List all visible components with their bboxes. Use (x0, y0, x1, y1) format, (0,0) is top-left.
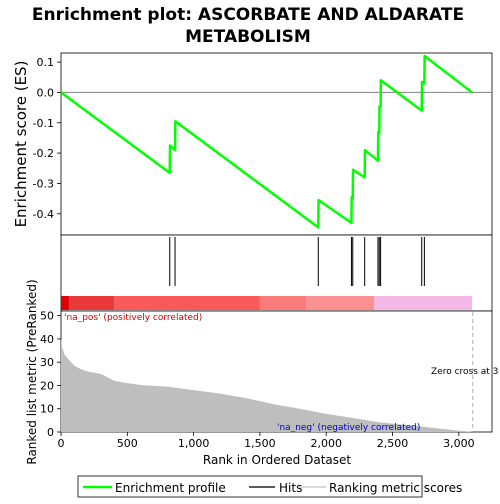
colorbar-segment (68, 296, 115, 310)
legend: Enrichment profile Hits Ranking metric s… (77, 475, 462, 498)
es-y-tick-label: -0.2 (33, 147, 54, 160)
legend-hits-label: Hits (279, 481, 302, 495)
pos-correlated-label: 'na_pos' (positively correlated) (64, 313, 202, 323)
rank-x-tick-label: 500 (117, 437, 138, 450)
es-y-tick-label: -0.1 (33, 117, 54, 130)
es-y-tick-label: -0.3 (33, 177, 54, 190)
legend-metric-label: Ranking metric scores (329, 481, 462, 495)
rank-x-tick-label: 2,500 (377, 437, 409, 450)
rank-x-tick-label: 1,500 (244, 437, 276, 450)
colorbar-segment (61, 296, 69, 310)
es-y-tick-label: 0.0 (37, 86, 55, 99)
metric-y-ticks: 0 10 20 30 40 50 (40, 310, 61, 439)
rank-x-tick-label: 1,000 (178, 437, 210, 450)
es-y-axis-label: Enrichment score (ES) (12, 61, 30, 228)
es-y-ticks: -0.4 -0.3 -0.2 -0.1 0.0 0.1 (33, 56, 61, 221)
metric-y-tick-label: 20 (40, 379, 54, 392)
neg-correlated-label: 'na_neg' (negatively correlated) (277, 423, 420, 433)
colorbar-segment (114, 296, 260, 310)
rank-x-tick-label: 2,000 (310, 437, 342, 450)
metric-y-tick-label: 50 (40, 310, 54, 323)
hit-marks (169, 237, 425, 286)
hits-panel (60, 234, 493, 312)
metric-y-tick-label: 0 (47, 426, 54, 439)
metric-y-tick-label: 40 (40, 333, 54, 346)
enrichment-profile-line (60, 54, 473, 229)
colorbar-segment (306, 296, 374, 310)
rank-colorbar (61, 296, 473, 310)
enrichment-panel-frame (60, 52, 493, 236)
metric-y-tick-label: 30 (40, 356, 54, 369)
enrichment-panel: -0.4 -0.3 -0.2 -0.1 0.0 0.1 Enrichment score … (12, 52, 493, 236)
rank-x-tick-label: 3,000 (443, 437, 475, 450)
es-y-tick-label: 0.1 (37, 56, 55, 69)
chart-title-line1: Enrichment plot: ASCORBATE AND ALDARATE (32, 5, 464, 25)
metric-y-tick-label: 10 (40, 403, 54, 416)
ranked-metric-panel: 0 10 20 30 40 50 0 500 1,000 1,500 2,000 2,500 3,00… (25, 279, 498, 467)
colorbar-segment (373, 296, 473, 310)
rank-x-ticks: 0 500 1,000 1,500 2,000 2,500 3,000 (58, 432, 475, 450)
chart-title-line2: METABOLISM (185, 27, 311, 47)
legend-enrichment-label: Enrichment profile (115, 481, 226, 495)
rank-x-tick-label: 0 (58, 437, 65, 450)
colorbar-segment (259, 296, 307, 310)
rank-x-axis-label: Rank in Ordered Dataset (203, 453, 351, 467)
ranking-metric-area (61, 338, 473, 432)
es-y-tick-label: -0.4 (33, 208, 54, 221)
metric-y-axis-label: Ranked list metric (PreRanked) (25, 279, 39, 464)
zero-cross-label: Zero cross at 3 (431, 367, 498, 377)
